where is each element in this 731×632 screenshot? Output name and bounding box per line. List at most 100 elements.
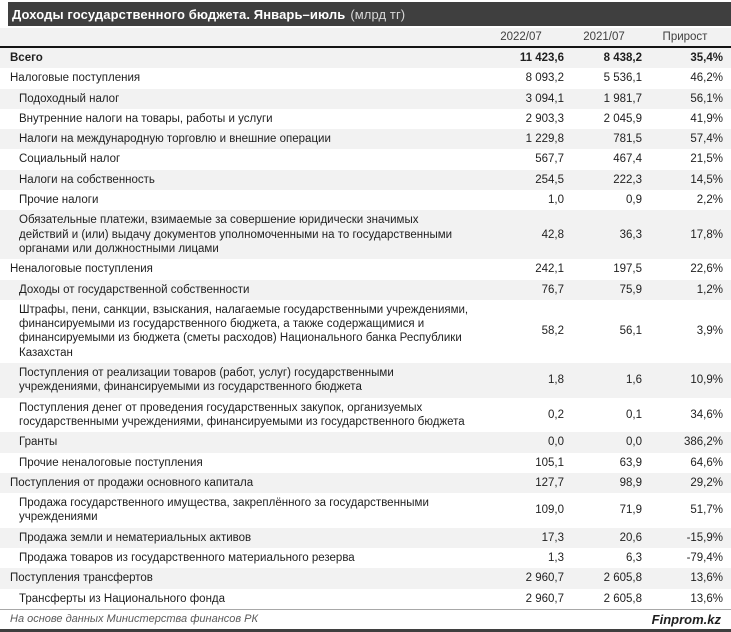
value-2022-07: 58,2 — [541, 325, 564, 338]
value-2021-07: 222,3 — [613, 173, 642, 186]
row-label: Поступления от реализации товаров (работ… — [19, 367, 394, 394]
table-row: Внутренние налоги на товары, работы и ус… — [0, 109, 731, 129]
growth-value: 3,9% — [696, 325, 723, 338]
table-row: Поступления денег от проведения государс… — [0, 398, 731, 433]
growth-value: 13,6% — [690, 592, 723, 605]
value-2022-07: 3 094,1 — [525, 92, 564, 105]
value-2021-07: 5 536,1 — [603, 72, 642, 85]
row-label: Продажа товаров из государственного мате… — [19, 552, 355, 565]
value-2022-07: 254,5 — [535, 173, 564, 186]
value-2021-07: 197,5 — [613, 263, 642, 276]
row-label: Штрафы, пени, санкции, взыскания, налага… — [19, 303, 469, 359]
table-row: Налоги на собственность 254,5 222,3 14,5% — [0, 169, 731, 191]
value-2022-07: 1,3 — [548, 552, 564, 565]
value-2021-07: 6,3 — [626, 552, 642, 565]
row-label: Налоги на собственность — [19, 173, 155, 186]
table-row: Всего 11 423,6 8 438,2 35,4% — [0, 48, 731, 69]
row-label: Продажа земли и нематериальных активов — [19, 531, 252, 544]
table-row: Поступления от продажи основного капитал… — [0, 472, 731, 494]
table-row: Социальный налог 567,7 467,4 21,5% — [0, 149, 731, 169]
table-row: Гранты 0,0 0,0 386,2% — [0, 432, 731, 453]
value-2022-07: 2 960,7 — [525, 572, 564, 585]
growth-value: 17,8% — [690, 228, 723, 241]
row-label: Поступления денег от проведения государс… — [19, 401, 465, 428]
growth-value: 21,5% — [690, 153, 723, 166]
row-label: Всего — [10, 52, 43, 64]
table-title: Доходы государственного бюджета. Январь–… — [12, 6, 346, 22]
growth-value: 386,2% — [683, 436, 723, 449]
value-2021-07: 2 045,9 — [603, 112, 642, 125]
growth-value: 13,6% — [690, 572, 723, 585]
table-row: Налоги на международную торговлю и внешн… — [0, 129, 731, 150]
row-label: Прочие неналоговые поступления — [19, 456, 203, 469]
value-2021-07: 20,6 — [619, 531, 642, 544]
value-2021-07: 1,6 — [626, 374, 642, 387]
row-label: Доходы от государственной собственности — [19, 283, 250, 296]
table-row: Налоговые поступления 8 093,2 5 536,1 46,2% — [0, 68, 731, 88]
column-header-2022-07: 2022/07 — [500, 31, 542, 43]
table-row: Продажа государственного имущества, закр… — [0, 493, 731, 528]
value-2022-07: 42,8 — [541, 228, 564, 241]
table-row: Поступления трансфертов 2 960,7 2 605,8 13,… — [0, 568, 731, 589]
growth-value: 34,6% — [690, 408, 723, 421]
value-2021-07: 467,4 — [613, 153, 642, 166]
growth-value: 51,7% — [690, 504, 723, 517]
row-label: Трансферты из Национального фонда — [19, 592, 226, 605]
value-2021-07: 781,5 — [613, 133, 642, 146]
value-2022-07: 105,1 — [535, 456, 564, 469]
growth-value: 1,2% — [696, 283, 723, 296]
value-2021-07: 0,0 — [626, 436, 642, 449]
row-label: Внутренние налоги на товары, работы и ус… — [19, 112, 273, 125]
value-2022-07: 1,8 — [548, 374, 564, 387]
table-row: Поступления от реализации товаров (работ… — [0, 363, 731, 398]
table-title-unit: (млрд тг) — [350, 6, 406, 22]
column-header-row: 2022/07 2021/07 Прирост — [0, 28, 731, 48]
table-row: Обязательные платежи, взимаемые за совер… — [0, 210, 731, 260]
value-2021-07: 56,1 — [619, 325, 642, 338]
table-row: Штрафы, пени, санкции, взыскания, налага… — [0, 300, 731, 363]
value-2021-07: 71,9 — [619, 504, 642, 517]
table-row: Продажа товаров из государственного мате… — [0, 548, 731, 568]
table-title-bar: Доходы государственного бюджета. Январь–… — [8, 2, 731, 26]
row-label: Социальный налог — [19, 153, 121, 166]
value-2022-07: 1 229,8 — [525, 133, 564, 146]
table-body: Всего 11 423,6 8 438,2 35,4% Налоговые посту… — [0, 48, 731, 609]
growth-value: 64,6% — [690, 456, 723, 469]
value-2022-07: 11 423,6 — [519, 52, 564, 64]
row-label: Налоги на международную торговлю и внешн… — [19, 133, 331, 146]
row-label: Обязательные платежи, взимаемые за совер… — [19, 214, 453, 255]
value-2022-07: 127,7 — [535, 476, 564, 489]
growth-value: 41,9% — [690, 112, 723, 125]
row-label: Прочие налоги — [19, 194, 99, 207]
value-2022-07: 8 093,2 — [525, 72, 564, 85]
finprom-logo: Finprom.kz — [651, 611, 721, 627]
growth-value: 10,9% — [690, 374, 723, 387]
growth-value: 46,2% — [690, 72, 723, 85]
value-2022-07: 76,7 — [541, 283, 564, 296]
row-label: Подоходный налог — [19, 92, 120, 105]
column-header-growth: Прирост — [662, 31, 708, 43]
value-2022-07: 0,0 — [548, 436, 564, 449]
growth-value: 35,4% — [690, 52, 723, 64]
row-label: Гранты — [19, 436, 58, 449]
value-2022-07: 1,0 — [548, 194, 564, 207]
column-header-2021-07: 2021/07 — [583, 31, 625, 43]
growth-value: 22,6% — [690, 263, 723, 276]
value-2021-07: 2 605,8 — [603, 572, 642, 585]
growth-value: -79,4% — [686, 552, 723, 565]
table-row: Доходы от государственной собственности 7… — [0, 279, 731, 300]
row-label: Неналоговые поступления — [10, 263, 153, 276]
table-row: Продажа земли и нематериальных активов 17… — [0, 527, 731, 549]
row-label: Поступления от продажи основного капитал… — [10, 476, 254, 489]
value-2021-07: 98,9 — [619, 476, 642, 489]
source-note: На основе данных Министерства финансов Р… — [10, 613, 258, 626]
value-2021-07: 2 605,8 — [603, 592, 642, 605]
value-2022-07: 0,2 — [548, 408, 564, 421]
bottom-accent-bar — [0, 628, 731, 632]
growth-value: 2,2% — [696, 194, 723, 207]
growth-value: 14,5% — [690, 173, 723, 186]
growth-value: 57,4% — [690, 133, 723, 146]
value-2021-07: 0,9 — [626, 194, 642, 207]
footer: На основе данных Министерства финансов Р… — [0, 608, 731, 629]
